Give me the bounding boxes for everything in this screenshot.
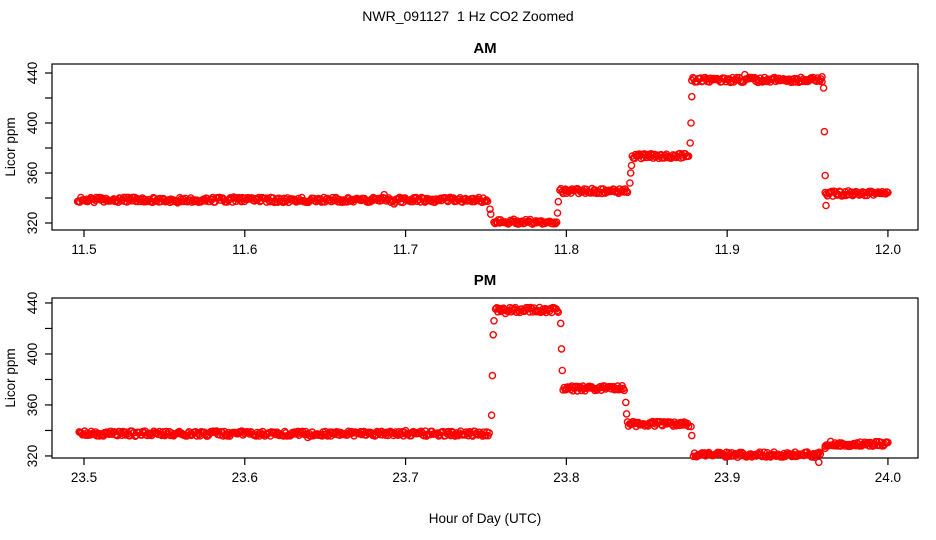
series-am: [73, 70, 892, 228]
y-tick-label: 440: [25, 292, 40, 315]
x-tick-label: 23.6: [232, 470, 258, 485]
y-tick-label: 320: [25, 212, 40, 235]
plot-box-am: [51, 63, 919, 231]
x-tick-label: 23.9: [714, 470, 740, 485]
x-tick-label: 11.7: [393, 242, 418, 257]
series-pm: [75, 303, 892, 467]
figure-title: NWR_091127 1 Hz CO2 Zoomed: [362, 8, 574, 24]
x-tick-label: 23.8: [553, 470, 579, 485]
x-tick-label: 11.8: [554, 242, 579, 257]
x-tick-label: 12.0: [875, 242, 901, 257]
y-tick-label: 320: [25, 445, 40, 468]
x-tick-label: 11.9: [715, 242, 740, 257]
y-tick-label: 440: [25, 62, 40, 85]
x-tick-label: 24.0: [875, 470, 901, 485]
y-tick-label: 360: [25, 162, 40, 185]
x-tick-label: 23.7: [392, 470, 418, 485]
y-tick-label: 400: [25, 112, 40, 135]
y-tick-label: 360: [25, 394, 40, 417]
x-tick-label: 11.6: [232, 242, 257, 257]
panel-title-pm: PM: [473, 272, 497, 289]
y-tick-label: 400: [25, 343, 40, 366]
panel-title-am: AM: [473, 40, 497, 57]
x-axis-label: Hour of Day (UTC): [428, 511, 542, 526]
x-tick-label: 11.5: [71, 242, 96, 257]
plot-box-pm: [51, 297, 919, 459]
x-tick-label: 23.5: [71, 470, 97, 485]
